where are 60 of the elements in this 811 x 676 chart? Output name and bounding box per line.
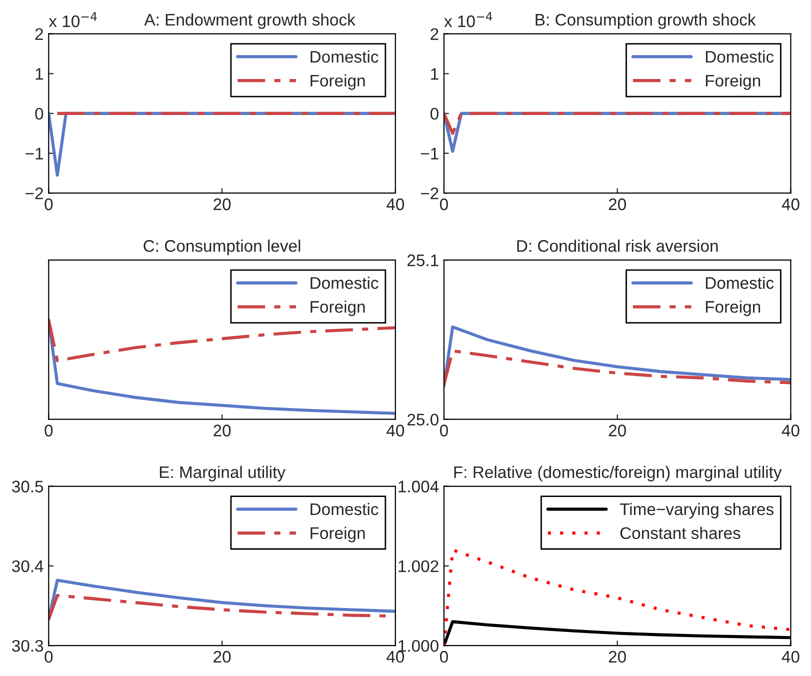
x-tick-label: 20 xyxy=(608,198,626,210)
x-tick-label: 40 xyxy=(386,650,404,663)
legend-label: Constant shares xyxy=(620,526,740,540)
x-tick-label: 0 xyxy=(44,650,53,663)
x-tick-label: 40 xyxy=(386,424,404,436)
x-tick-label: 0 xyxy=(44,424,53,436)
x-tick-label: 0 xyxy=(44,198,53,210)
legend-label: Time−varying shares xyxy=(620,502,774,518)
y-tick-label: 1.004 xyxy=(398,480,439,492)
legend-label: Domestic xyxy=(310,276,378,289)
line-series xyxy=(444,349,791,386)
legend-label: Foreign xyxy=(310,526,365,542)
x-tick-label: 40 xyxy=(386,198,404,210)
chart-title: B: Consumption growth shock xyxy=(536,13,756,29)
text: x 10$^{−4}$ xyxy=(48,12,97,28)
y-tick-label: −1 xyxy=(420,148,438,160)
y-tick-label: −2 xyxy=(26,188,43,200)
legend-label: Foreign xyxy=(706,300,760,316)
y-tick-label: 0 xyxy=(35,108,44,120)
x-tick-label: 20 xyxy=(214,650,231,663)
y-tick-label: −1 xyxy=(26,148,43,160)
chart-title: C: Consumption level xyxy=(144,240,300,256)
y-tick-label: 25.0 xyxy=(408,414,438,426)
x-tick-label: 40 xyxy=(782,650,800,663)
y-tick-label: 1.002 xyxy=(398,560,438,572)
y-tick-label: 2 xyxy=(430,28,438,40)
y-tick-label: −2 xyxy=(420,188,438,200)
y-tick-label: 0 xyxy=(430,108,438,120)
x-tick-label: 20 xyxy=(608,424,626,436)
chart-title: E: Marginal utility xyxy=(160,466,286,482)
x-tick-label: 20 xyxy=(608,650,626,663)
line-series xyxy=(48,578,396,621)
y-tick-label: 1.000 xyxy=(398,640,438,652)
x-tick-label: 40 xyxy=(782,424,800,436)
x-tick-label: 20 xyxy=(214,424,231,436)
chart-title: A: Endowment growth shock xyxy=(144,13,356,29)
x-tick-label: 0 xyxy=(440,198,448,210)
chart-title: D: Conditional risk aversion xyxy=(517,240,718,252)
legend-label: Domestic xyxy=(310,502,378,516)
legend-label: Foreign xyxy=(310,74,365,90)
y-tick-label: 30.5 xyxy=(12,480,44,492)
y-tick-label: 30.4 xyxy=(12,560,44,572)
x-tick-label: 0 xyxy=(440,650,448,663)
line-series xyxy=(48,594,396,621)
chart-title: F: Relative (domestic/foreign) marginal utility xyxy=(454,466,782,482)
legend-label: Foreign xyxy=(310,300,365,316)
x-tick-label: 0 xyxy=(440,424,448,436)
legend-label: Foreign xyxy=(706,74,760,90)
y-tick-label: 1 xyxy=(431,68,438,80)
y-tick-label: 25.1 xyxy=(408,254,438,266)
y-tick-label: 30.3 xyxy=(12,640,44,652)
x-tick-label: 20 xyxy=(214,198,231,210)
legend-label: Domestic xyxy=(310,50,378,63)
x-tick-label: 40 xyxy=(782,198,800,210)
text: x 10$^{−4}$ xyxy=(444,12,492,28)
legend-label: Domestic xyxy=(706,50,774,63)
y-tick-label: 1 xyxy=(36,68,43,80)
line-series xyxy=(444,325,791,388)
y-tick-label: 2 xyxy=(35,28,43,40)
legend-label: Domestic xyxy=(706,276,774,289)
